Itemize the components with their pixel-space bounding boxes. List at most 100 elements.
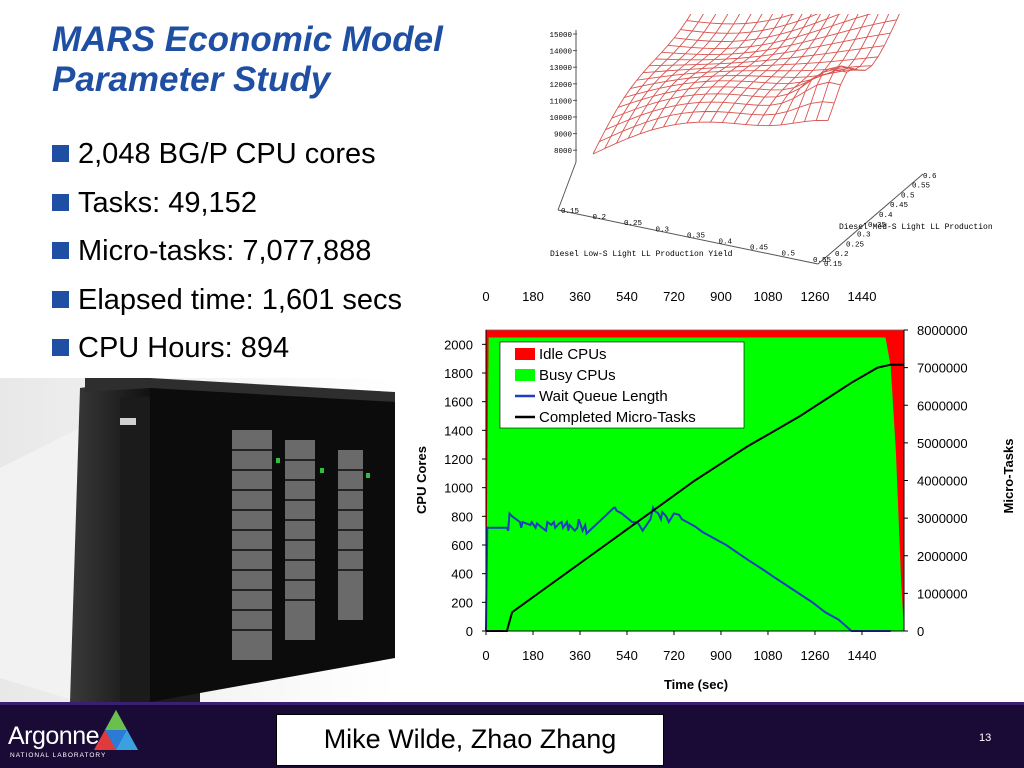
- title-line-1: MARS Economic Model: [52, 20, 443, 59]
- legend-label: Completed Micro-Tasks: [539, 409, 696, 426]
- surface-y-tick-label: 0.35: [868, 222, 887, 230]
- legend-label: Idle CPUs: [539, 346, 607, 363]
- mesh-line: [733, 14, 822, 124]
- bottom-tick-label: 180: [522, 648, 544, 663]
- bullet-item: 2,048 BG/P CPU cores: [52, 130, 402, 179]
- surface-z-tick-label: 13000: [549, 65, 572, 73]
- surface-axes: [557, 30, 924, 265]
- mesh-line: [661, 19, 897, 55]
- mesh-line: [611, 68, 847, 119]
- surface-x-tick-label: 0.15: [561, 208, 580, 216]
- surface-x-tick-label: 0.4: [719, 239, 733, 247]
- surface-y-tick-label: 0.5: [901, 192, 915, 200]
- left-tick-label: 0: [466, 624, 473, 639]
- mesh-line: [617, 65, 854, 108]
- left-axis: 0 200 400 600 800 1000 1200 1400 1600 1800 2000: [444, 330, 487, 639]
- surface-y-tick-label: 0.45: [890, 202, 909, 210]
- bullet-list: 2,048 BG/P CPU cores Tasks: 49,152 Micro…: [52, 130, 402, 373]
- chart-legend: Idle CPUs Busy CPUs Wait Queue Length Compl…: [499, 341, 745, 429]
- bluegene-server-image: [0, 378, 395, 702]
- surface-x-tick-label: 0.5: [782, 251, 796, 259]
- bottom-tick-label: 0: [482, 648, 489, 663]
- top-tick-label: 0: [482, 289, 489, 304]
- legend-label: Wait Queue Length: [539, 388, 668, 405]
- mesh-line: [667, 14, 872, 49]
- surface-z-tick-label: 14000: [549, 49, 572, 57]
- legend-box: [499, 341, 745, 429]
- surface-y-axis-line: [817, 173, 924, 265]
- left-tick-label: 1800: [444, 366, 473, 381]
- mesh-line: [686, 14, 795, 25]
- mesh-line: [636, 65, 872, 81]
- bottom-axis: 0 180 360 540 720 900 1080 1260 1440: [482, 630, 904, 663]
- surface-plot: 15000 14000 13000 12000 11000 10000 9000 8000 0…: [549, 14, 993, 269]
- argonne-triangle-icon: [94, 710, 138, 750]
- surface-z-tick-label: 12000: [549, 82, 572, 90]
- legend-label: Busy CPUs: [539, 367, 616, 384]
- page-number: 13: [979, 732, 992, 744]
- left-tick-label: 1200: [444, 452, 473, 467]
- surface-x-tick-label: 0.35: [687, 232, 706, 240]
- surface-z-tick-label: 8000: [554, 148, 573, 156]
- mesh-line: [680, 14, 819, 34]
- bottom-tick-label: 1080: [754, 648, 783, 663]
- left-tick-label: 200: [451, 595, 473, 610]
- top-axis: 0 180 360 540 720 900 1080 1260 1440: [482, 289, 876, 304]
- surface-y-axis: 0.15 0.2 0.250.3 0.35 0.4 0.45 0.50.55 0.6: [824, 173, 937, 269]
- top-tick-label: 1080: [754, 289, 783, 304]
- surface-z-axis: 15000 14000 13000 12000 11000 10000 9000 8000: [549, 32, 577, 156]
- right-tick-label: 0: [917, 624, 924, 639]
- left-tick-label: 600: [451, 538, 473, 553]
- surface-x-tick-label: 0.55: [813, 257, 832, 265]
- bullet-item: Micro-tasks: 7,077,888: [52, 227, 402, 276]
- author-box: Mike Wilde, Zhao Zhang: [276, 714, 664, 766]
- surface-y-tick-label: 0.6: [923, 173, 937, 181]
- surface-base-edge: [557, 161, 577, 211]
- mesh-line: [592, 14, 692, 155]
- legend-swatch: [515, 369, 535, 381]
- surface-z-tick-label: 11000: [549, 98, 572, 106]
- left-tick-label: 1400: [444, 423, 473, 438]
- x-axis-title: Time (sec): [664, 677, 728, 692]
- footer-divider: [0, 702, 1024, 705]
- wait-queue-line: [485, 504, 891, 632]
- mesh-line: [605, 81, 841, 131]
- bottom-tick-label: 900: [710, 648, 732, 663]
- top-tick-label: 720: [663, 289, 685, 304]
- bottom-tick-label: 1260: [801, 648, 830, 663]
- surface-y-tick-label: 0.4: [879, 212, 893, 220]
- footer: Argonne NATIONAL LABORATORY Mike Wilde, …: [0, 702, 1024, 768]
- top-tick-label: 900: [710, 289, 732, 304]
- right-tick-label: 6000000: [917, 398, 968, 413]
- completed-tasks-line: [486, 363, 904, 632]
- top-tick-label: 180: [522, 289, 544, 304]
- mesh-line: [649, 45, 885, 67]
- bullet-item: Elapsed time: 1,601 secs: [52, 276, 402, 325]
- bullet-square-icon: [52, 145, 69, 162]
- surface-x-tick-label: 0.45: [750, 245, 769, 253]
- mesh-line: [630, 69, 866, 89]
- top-tick-label: 360: [569, 289, 591, 304]
- right-axis: 0 1000000 2000000 3000000 4000000 5000000 6000…: [903, 323, 968, 639]
- bullet-item: Tasks: 49,152: [52, 179, 402, 228]
- surface-y-tick-label: 0.25: [846, 241, 865, 249]
- surface-y-label: Diesel Med-S Light LL Production: [839, 223, 993, 232]
- surface-x-tick-label: 0.2: [593, 214, 607, 222]
- bottom-tick-label: 720: [663, 648, 685, 663]
- legend-swatch: [515, 348, 535, 360]
- mesh-line: [655, 32, 891, 61]
- top-tick-label: 1440: [848, 289, 877, 304]
- right-tick-label: 4000000: [917, 474, 968, 489]
- bullet-square-icon: [52, 339, 69, 356]
- left-tick-label: 1600: [444, 395, 473, 410]
- bullet-square-icon: [52, 290, 69, 308]
- slide-title: MARS Economic Model Parameter Study: [52, 20, 532, 100]
- bullet-square-icon: [52, 242, 69, 259]
- argonne-logo-subtitle: NATIONAL LABORATORY: [10, 752, 107, 759]
- right-tick-label: 1000000: [917, 586, 968, 601]
- bullet-item: CPU Hours: 894: [52, 324, 402, 373]
- surface-z-tick-label: 15000: [549, 32, 572, 40]
- top-tick-label: 1260: [801, 289, 830, 304]
